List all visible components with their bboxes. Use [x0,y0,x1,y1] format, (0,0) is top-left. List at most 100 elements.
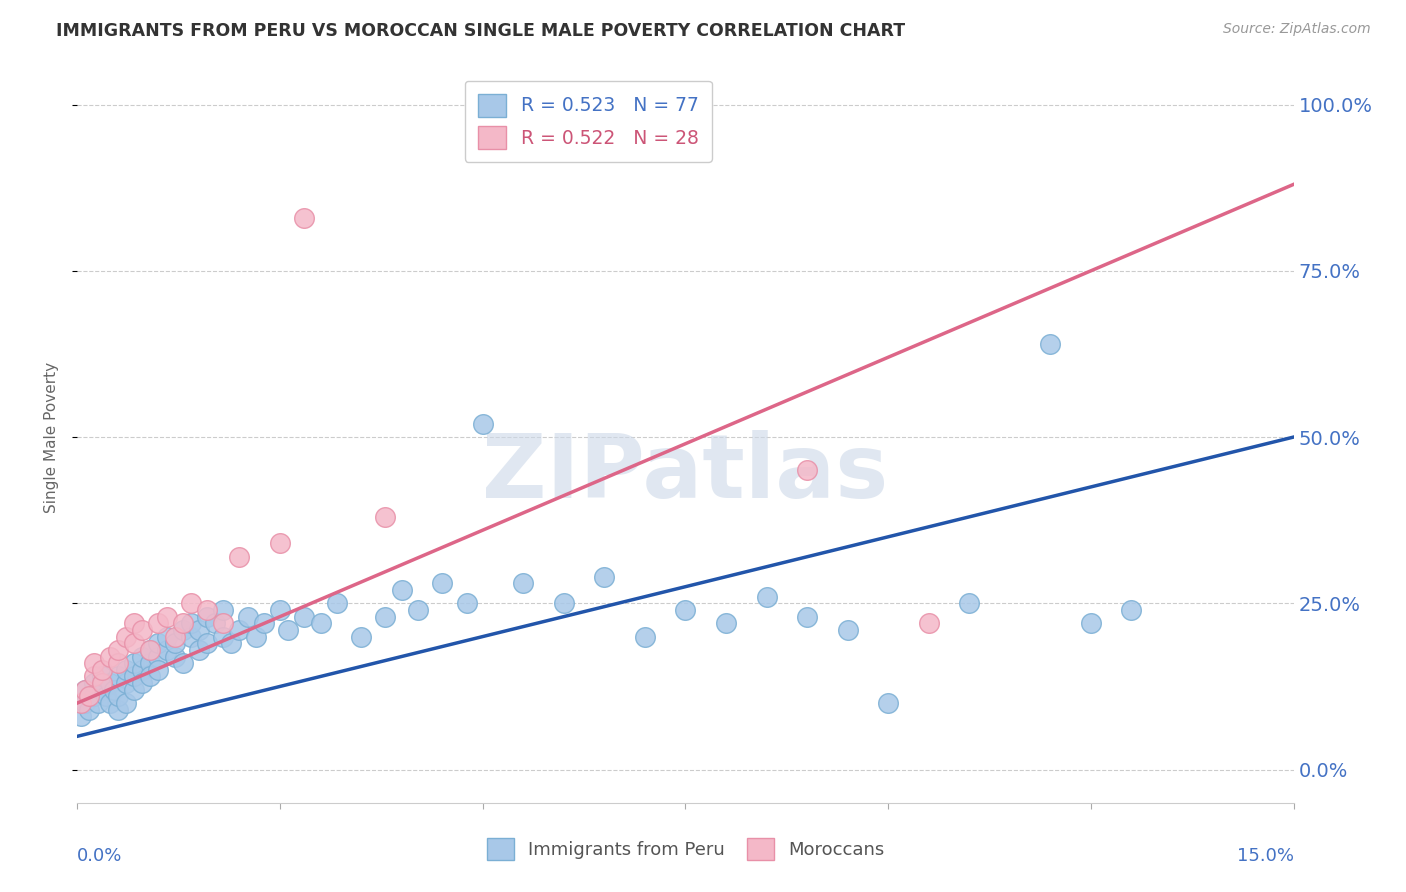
Point [70,696,93,710]
Point [180,616,202,631]
Point [406,603,429,617]
Point [79,703,101,717]
Point [456,596,478,610]
Point [94,690,117,704]
Point [139,643,162,657]
Point [83,690,105,704]
Point [172,623,194,637]
Point [90,682,112,697]
Point [180,596,202,610]
Point [1121,603,1143,617]
Point [122,669,145,683]
Point [195,603,218,617]
Point [391,582,413,597]
Point [957,596,980,610]
Point [1039,337,1062,351]
Point [553,596,575,610]
Point [675,603,697,617]
Point [172,616,194,631]
Point [90,669,112,683]
Point [103,682,125,697]
Point [796,463,818,477]
Point [155,609,177,624]
Point [918,616,941,631]
Point [309,616,332,631]
Point [155,643,177,657]
Point [163,649,186,664]
Point [107,669,129,683]
Text: 0.0%: 0.0% [77,847,122,864]
Point [374,509,396,524]
Point [471,417,494,431]
Point [79,690,101,704]
Point [131,623,153,637]
Text: 15.0%: 15.0% [1236,847,1294,864]
Point [714,616,737,631]
Point [122,656,145,670]
Point [139,643,162,657]
Point [107,690,129,704]
Point [148,649,170,664]
Point [122,682,145,697]
Legend: Immigrants from Peru, Moroccans: Immigrants from Peru, Moroccans [479,830,891,867]
Point [122,616,145,631]
Point [228,549,250,564]
Point [139,669,162,683]
Point [70,709,93,723]
Point [180,630,202,644]
Point [107,703,129,717]
Point [107,643,129,657]
Point [148,663,170,677]
Point [212,616,235,631]
Point [292,609,315,624]
Point [115,663,138,677]
Point [593,570,616,584]
Point [98,676,121,690]
Point [188,623,211,637]
Y-axis label: Single Male Poverty: Single Male Poverty [44,361,59,513]
Point [139,656,162,670]
Point [172,656,194,670]
Point [188,643,211,657]
Point [195,636,218,650]
Point [163,636,186,650]
Text: ZIPatlas: ZIPatlas [482,430,889,517]
Point [228,623,250,637]
Point [269,536,291,550]
Point [75,696,97,710]
Point [195,609,218,624]
Point [86,696,108,710]
Point [122,636,145,650]
Point [326,596,349,610]
Point [374,609,396,624]
Point [75,682,97,697]
Point [131,649,153,664]
Point [131,676,153,690]
Point [163,630,186,644]
Point [796,609,818,624]
Point [253,616,276,631]
Point [755,590,778,604]
Point [148,636,170,650]
Point [155,630,177,644]
Point [115,676,138,690]
Point [212,603,235,617]
Point [430,576,453,591]
Point [236,609,259,624]
Point [115,630,138,644]
Point [83,669,105,683]
Point [877,696,900,710]
Point [131,663,153,677]
Point [277,623,299,637]
Point [221,636,243,650]
Text: Source: ZipAtlas.com: Source: ZipAtlas.com [1223,22,1371,37]
Point [83,656,105,670]
Point [245,630,267,644]
Point [75,682,97,697]
Point [148,616,170,631]
Point [90,663,112,677]
Point [98,696,121,710]
Point [1080,616,1102,631]
Point [115,696,138,710]
Point [98,649,121,664]
